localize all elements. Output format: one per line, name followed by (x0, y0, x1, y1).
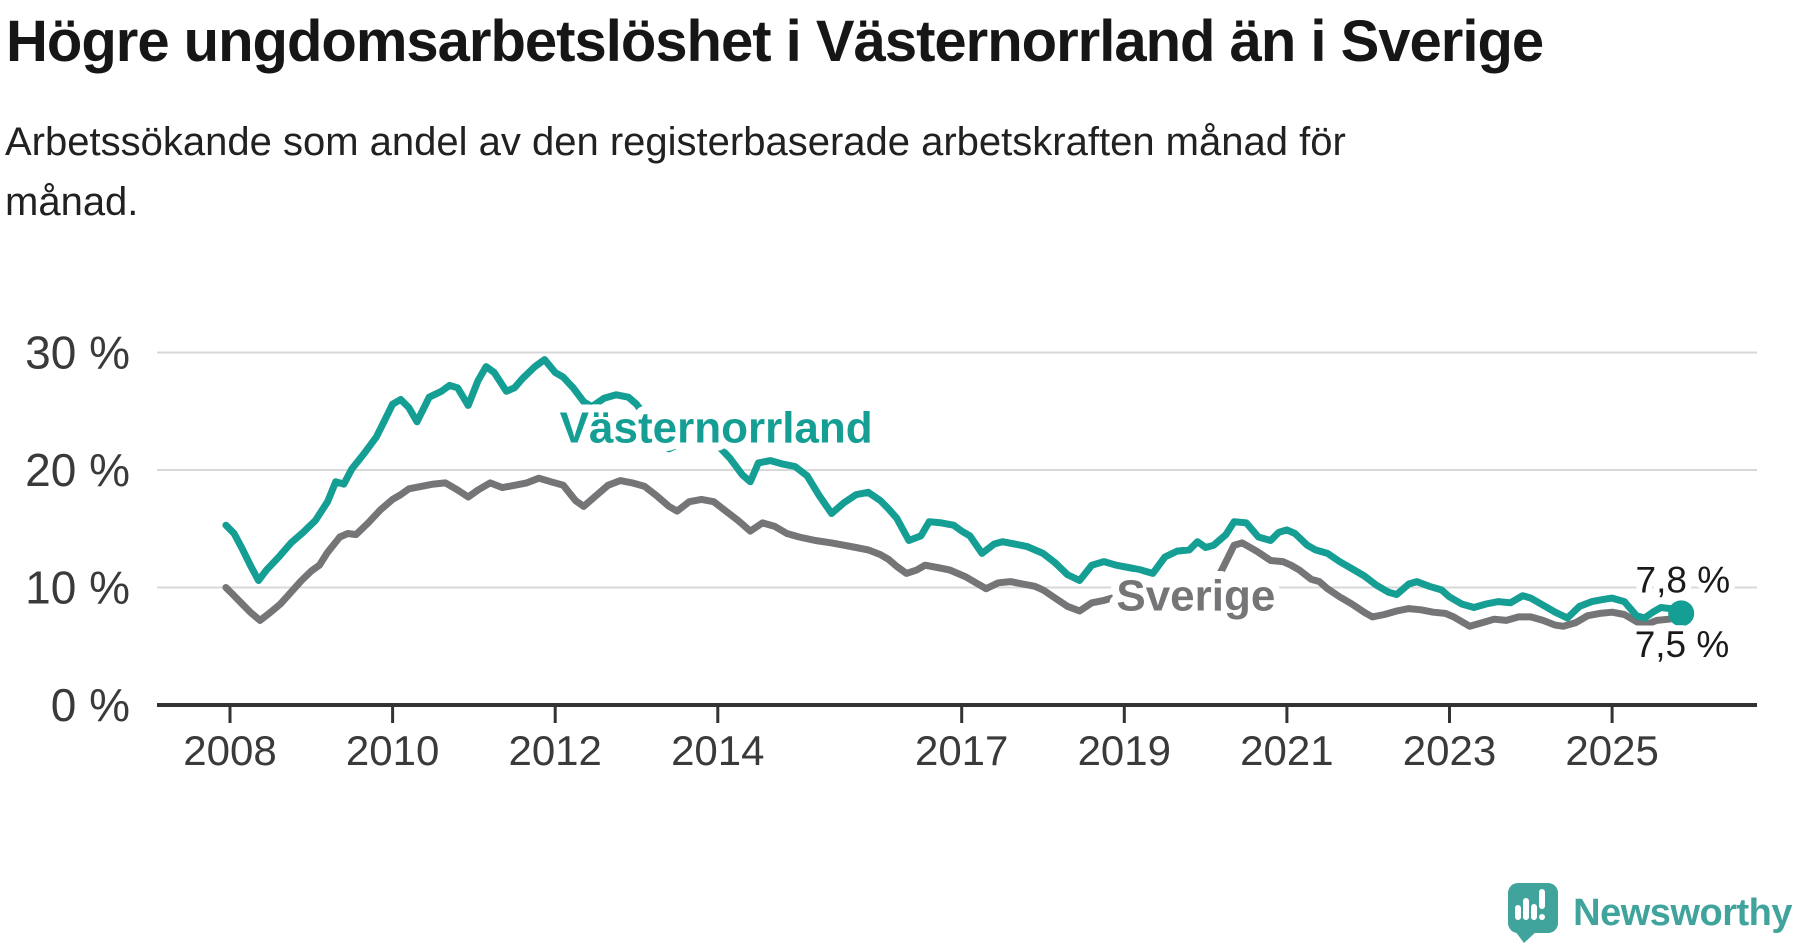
chart-subtitle: Arbetssökande som andel av den registerb… (5, 120, 1346, 224)
series-line-västernorrland (222, 356, 1685, 622)
y-tick-label-10: 10 % (25, 562, 130, 614)
y-tick-label-20: 20 % (25, 444, 130, 496)
x-tick-label-2008: 2008 (183, 727, 276, 774)
x-tick-label-2025: 2025 (1565, 727, 1658, 774)
brand-footer: Newsworthy (1507, 882, 1792, 944)
x-tick-label-2014: 2014 (671, 727, 764, 774)
series-label-sverige: Sverige (1116, 572, 1275, 621)
page-title: Högre ungdomsarbetslöshet i Västernorrla… (6, 9, 1544, 74)
x-tick-label-2021: 2021 (1240, 727, 1333, 774)
brand-name: Newsworthy (1573, 891, 1792, 934)
series-line-sverige (222, 474, 1685, 630)
y-tick-label-0: 0 % (51, 679, 130, 731)
end-value-vasternorrland: 7,8 % (1636, 559, 1731, 600)
x-tick-label-2023: 2023 (1403, 727, 1496, 774)
series-label-vasternorrland: Västernorrland (560, 404, 873, 453)
y-tick-label-30: 30 % (25, 327, 130, 379)
x-tick-label-2017: 2017 (915, 727, 1008, 774)
series-end-dot-västernorrland (1668, 600, 1695, 627)
x-tick-label-2019: 2019 (1078, 727, 1171, 774)
newsworthy-logo-icon (1508, 883, 1559, 943)
end-value-sverige: 7,5 % (1635, 624, 1730, 665)
x-tick-label-2012: 2012 (508, 727, 601, 774)
x-tick-label-2010: 2010 (346, 727, 439, 774)
